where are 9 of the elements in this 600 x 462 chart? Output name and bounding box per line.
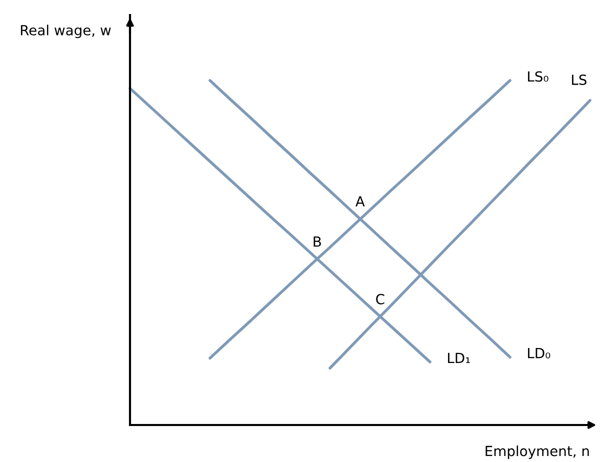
series-label: LD₀ [528,348,550,358]
annotation: A [356,196,365,206]
series-label: LD₁ [448,352,470,364]
y-axis-title: Real wage, w [20,24,111,38]
series-label: LS₀ [528,71,548,82]
x-axis-title: Employment, n [486,446,589,459]
series-label: LS [572,74,586,86]
annotation: B [314,236,321,247]
annotation: C [376,294,384,304]
